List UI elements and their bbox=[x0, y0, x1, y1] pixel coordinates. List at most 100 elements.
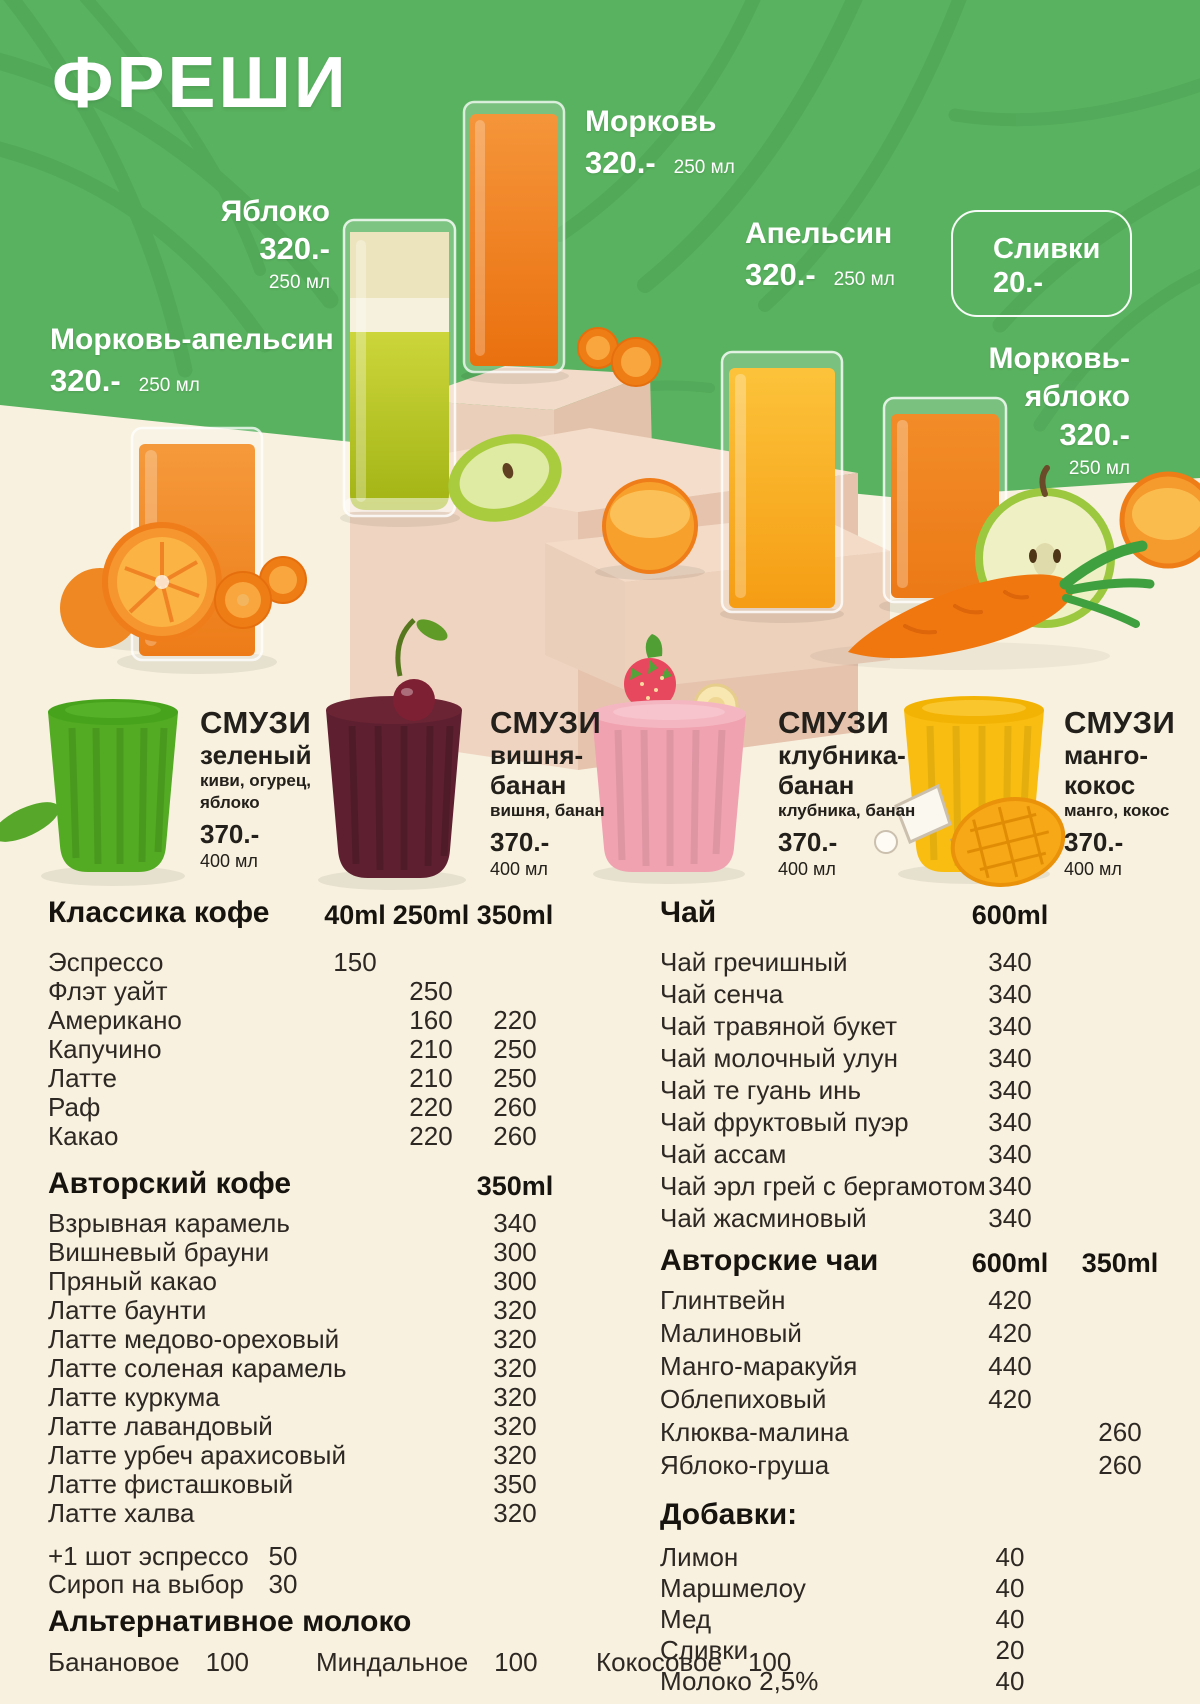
menu-row: Чай сенча 340 bbox=[660, 978, 1165, 1010]
item-price: 20 bbox=[995, 1635, 1025, 1665]
juice-name-line2: яблоко bbox=[1024, 380, 1130, 413]
smoothie-price: 370.- bbox=[200, 819, 260, 849]
smoothie-cup-green bbox=[0, 699, 185, 886]
smoothie-flavor: кокос bbox=[1064, 770, 1136, 800]
smoothie-label-mango: СМУЗИ манго- кокос манго, кокос 370.- 40… bbox=[1064, 706, 1175, 880]
item-price-350ml: 260 bbox=[493, 1121, 537, 1151]
alt-milk-item: Банановое 100 bbox=[48, 1647, 249, 1677]
item-price-350ml: 260 bbox=[1098, 1450, 1142, 1480]
cherry-stem bbox=[395, 618, 416, 677]
mango-half bbox=[950, 797, 1066, 887]
menu-row: Сироп на выбор 30 bbox=[48, 1570, 504, 1598]
item-name: Флэт уайт bbox=[48, 976, 168, 1006]
smoothie-ingredients: киви, огурец, bbox=[200, 771, 312, 790]
item-name: Американо bbox=[48, 1005, 182, 1035]
item-name: Вишневый брауни bbox=[48, 1237, 270, 1267]
additives-rows: Лимон 40 Маршмелоу 40 Мед 40 Сливки 20 Молок… bbox=[660, 1542, 1165, 1697]
smoothie-price: 370.- bbox=[778, 827, 838, 857]
item-price-250ml: 250 bbox=[409, 976, 453, 1006]
apple-slice-podium bbox=[448, 434, 562, 522]
menu-row: Взрывная карамель 340 bbox=[48, 1209, 537, 1238]
column-header-350ml: 350ml bbox=[476, 900, 554, 930]
item-name: Лимон bbox=[660, 1542, 739, 1572]
smoothie-title: СМУЗИ bbox=[490, 705, 602, 740]
item-name: Капучино bbox=[48, 1034, 162, 1064]
menu-row: Маршмелоу 40 bbox=[660, 1573, 1165, 1604]
menu-row: Манго-маракуйя 440 bbox=[660, 1350, 1165, 1383]
section-header-coffee-classic: Классика кофе 40ml 250ml 350ml bbox=[48, 896, 553, 930]
menu-row: Латте соленая карамель 320 bbox=[48, 1353, 537, 1383]
smoothie-volume: 400 мл bbox=[490, 859, 548, 879]
alt-milk-row: Банановое 100 Миндальное 100 Кокосовое 100 bbox=[48, 1647, 791, 1679]
item-name: Малиновый bbox=[660, 1318, 802, 1348]
smoothie-title: СМУЗИ bbox=[1064, 705, 1176, 740]
item-name: Латте урбеч арахисовый bbox=[48, 1440, 346, 1470]
item-price-350ml: 260 bbox=[493, 1092, 537, 1122]
item-name: Пряный какао bbox=[48, 1266, 217, 1296]
smoothie-label-strawberry: СМУЗИ клубника- банан клубника, банан 37… bbox=[778, 706, 915, 880]
item-price-350ml: 250 bbox=[493, 1063, 537, 1093]
item-name: Мед bbox=[660, 1604, 712, 1634]
menu-row: Латте фисташковый 350 bbox=[48, 1470, 537, 1499]
smoothie-ingredients: клубника, банан bbox=[778, 801, 916, 820]
carrot-juice-glass bbox=[462, 100, 566, 374]
item-price: 40 bbox=[995, 1542, 1025, 1572]
section-title: Альтернативное молоко bbox=[48, 1605, 412, 1638]
item-name: Чай травяной букет bbox=[660, 1011, 898, 1041]
menu-row: Облепиховый 420 bbox=[660, 1383, 1165, 1416]
item-price: 350 bbox=[493, 1469, 537, 1499]
section-title: Авторские чаи bbox=[660, 1244, 879, 1277]
item-price-250ml: 220 bbox=[409, 1092, 453, 1122]
item-name: Молоко 2,5% bbox=[660, 1666, 819, 1696]
menu-row: Молоко 2,5% 40 bbox=[660, 1666, 1165, 1697]
item-price-600ml: 420 bbox=[988, 1318, 1032, 1348]
item-name: Чай жасминовый bbox=[660, 1203, 867, 1233]
juice-label-orange: Апельсин 320.- 250 мл bbox=[745, 216, 895, 292]
item-price: 320 bbox=[493, 1295, 537, 1325]
item-name: Чай гречишный bbox=[660, 947, 848, 977]
menu-row: Чай травяной букет 340 bbox=[660, 1010, 1165, 1042]
menu-column-right: Чай 600ml Чай гречишный 340 Чай сенча 340 … bbox=[660, 896, 1165, 1697]
juice-volume: 250 мл bbox=[138, 375, 200, 396]
juice-label-carrot-orange: Морковь-апельсин 320.- 250 мл bbox=[50, 322, 334, 398]
orange-half-left bbox=[60, 522, 222, 648]
juice-volume: 250 мл bbox=[1068, 458, 1130, 479]
cream-badge: Сливки 20.- bbox=[951, 210, 1132, 317]
smoothie-cup-mango bbox=[874, 696, 1066, 887]
smoothie-volume: 400 мл bbox=[1064, 859, 1122, 879]
item-price: 100 bbox=[747, 1647, 792, 1677]
item-name: Эспрессо bbox=[48, 947, 164, 977]
smoothie-label-green: СМУЗИ зеленый киви, огурец, яблоко 370.-… bbox=[200, 706, 312, 872]
item-name: Чай фруктовый пуэр bbox=[660, 1107, 909, 1137]
smoothie-flavor: манго- bbox=[1064, 740, 1149, 770]
item-price: 320 bbox=[493, 1440, 537, 1470]
juice-price: 320.- bbox=[1059, 417, 1130, 452]
menu-row: Чай эрл грей с бергамотом 340 bbox=[660, 1170, 1165, 1202]
menu-row: Американо 160 220 bbox=[48, 1005, 537, 1035]
section-title: Авторский кофе bbox=[48, 1167, 292, 1200]
smoothie-flavor: зеленый bbox=[200, 740, 312, 770]
item-price: 40 bbox=[995, 1604, 1025, 1634]
juice-price: 320.- bbox=[259, 231, 330, 266]
carrot-slices-left bbox=[214, 556, 307, 629]
item-name: Латте куркума bbox=[48, 1382, 220, 1412]
item-name: Латте халва bbox=[48, 1498, 195, 1528]
item-name: Манго-маракуйя bbox=[660, 1351, 858, 1381]
menu-row: Капучино 210 250 bbox=[48, 1034, 537, 1064]
menu-row: Чай фруктовый пуэр 340 bbox=[660, 1106, 1165, 1138]
item-price: 320 bbox=[493, 1498, 537, 1528]
item-name: Маршмелоу bbox=[660, 1573, 806, 1603]
item-name: Яблоко-груша bbox=[660, 1450, 830, 1480]
item-price-600ml: 420 bbox=[988, 1384, 1032, 1414]
section-header-tea: Чай 600ml bbox=[660, 896, 1165, 930]
item-price: 340 bbox=[493, 1208, 537, 1238]
tea-rows: Чай гречишный 340 Чай сенча 340 Чай травян… bbox=[660, 946, 1165, 1234]
item-name: Латте соленая карамель bbox=[48, 1353, 347, 1383]
item-name: +1 шот эспрессо bbox=[48, 1541, 249, 1571]
item-price: 320 bbox=[493, 1411, 537, 1441]
menu-row: Раф 220 260 bbox=[48, 1092, 537, 1122]
menu-row: Глинтвейн 420 bbox=[660, 1284, 1165, 1317]
item-price: 320 bbox=[493, 1353, 537, 1383]
item-name: Миндальное bbox=[316, 1647, 469, 1677]
menu-row: Чай ассам 340 bbox=[660, 1138, 1165, 1170]
